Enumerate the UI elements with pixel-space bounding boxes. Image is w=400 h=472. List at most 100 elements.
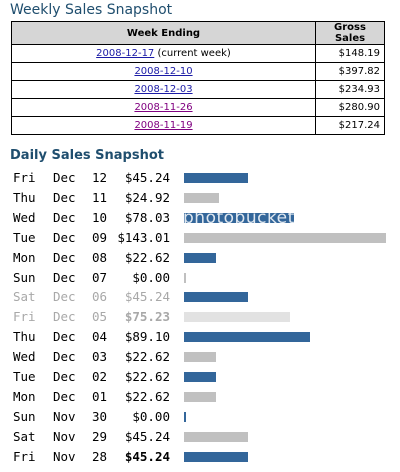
sales-bar <box>184 431 248 442</box>
day-number: 02 <box>92 369 108 384</box>
daily-amount: $22.62 <box>124 388 170 404</box>
day-number: 06 <box>92 289 108 305</box>
daily-sales-row: Sun Nov 30 $0.00 <box>0 407 400 427</box>
month: Dec <box>53 388 76 404</box>
daily-sales-row: Sat Dec 06 $45.24 <box>0 287 400 307</box>
daily-amount: $22.62 <box>124 349 170 365</box>
day-number: 30 <box>92 408 108 424</box>
daily-sales-title: Daily Sales Snapshot <box>10 148 164 163</box>
week-ending-link[interactable]: 2008-12-17 <box>96 48 155 59</box>
gross-sales-cell: $234.93 <box>315 80 385 99</box>
week-ending-cell: 2008-11-19 <box>11 116 316 135</box>
day-of-week: Fri <box>13 448 36 464</box>
day-of-week: Sun <box>13 269 36 285</box>
sales-bar <box>184 451 248 462</box>
daily-sales-row: Wed Dec 10 $78.03 <box>0 208 400 228</box>
day-number: 07 <box>92 269 108 285</box>
month: Nov <box>53 408 76 424</box>
daily-amount: $75.23 <box>124 309 170 325</box>
gross-sales-cell: $280.90 <box>315 98 385 117</box>
sales-bar <box>184 352 216 363</box>
daily-sales-row: Fri Dec 12 $45.24 <box>0 168 400 188</box>
month: Dec <box>53 269 76 285</box>
week-ending-link[interactable]: 2008-11-19 <box>134 120 193 131</box>
month: Nov <box>53 428 76 444</box>
day-of-week: Fri <box>13 309 36 325</box>
month: Dec <box>53 249 76 265</box>
daily-sales-row: Tue Dec 09 $143.01 <box>0 228 400 248</box>
day-of-week: Wed <box>13 209 36 225</box>
day-number: 05 <box>92 309 108 325</box>
week-note: (current week) <box>154 48 231 59</box>
daily-amount: $143.01 <box>117 229 170 245</box>
month: Dec <box>53 229 76 245</box>
daily-sales-row: Mon Dec 01 $22.62 <box>0 387 400 407</box>
daily-amount: $0.00 <box>132 269 170 285</box>
day-of-week: Tue <box>13 229 36 245</box>
daily-amount: $45.24 <box>124 428 170 444</box>
day-of-week: Mon <box>13 249 36 265</box>
gross-sales-cell: $217.24 <box>315 116 385 135</box>
daily-sales-row: Fri Dec 05 $75.23 <box>0 307 400 327</box>
daily-sales-row: Mon Dec 08 $22.62 <box>0 248 400 268</box>
day-of-week: Sun <box>13 408 36 424</box>
week-ending-link[interactable]: 2008-12-10 <box>134 66 193 77</box>
daily-amount: $24.92 <box>124 189 170 205</box>
weekly-table-row: 2008-12-10 $397.82 <box>11 62 385 81</box>
sales-bar <box>184 272 186 283</box>
month: Dec <box>53 349 76 365</box>
week-ending-link[interactable]: 2008-12-03 <box>134 84 193 95</box>
sales-bar <box>184 212 294 223</box>
month: Dec <box>53 309 76 325</box>
week-ending-cell: 2008-11-26 <box>11 98 316 117</box>
sales-bar <box>184 292 248 303</box>
sales-bar <box>184 411 186 422</box>
daily-amount: $45.24 <box>124 289 170 305</box>
day-number: 12 <box>92 170 108 185</box>
month: Dec <box>53 189 76 205</box>
day-of-week: Mon <box>13 388 36 404</box>
sales-bar <box>184 252 216 263</box>
day-of-week: Fri <box>13 170 36 185</box>
gross-sales-cell: $397.82 <box>315 62 385 81</box>
daily-sales-row: Thu Dec 11 $24.92 <box>0 188 400 208</box>
weekly-table-row: 2008-11-26 $280.90 <box>11 98 385 117</box>
daily-amount: $45.24 <box>124 170 170 185</box>
week-ending-link[interactable]: 2008-11-26 <box>134 102 193 113</box>
weekly-sales-title: Weekly Sales Snapshot <box>10 2 173 18</box>
day-of-week: Thu <box>13 329 36 345</box>
day-of-week: Sat <box>13 289 36 305</box>
week-ending-cell: 2008-12-17 (current week) <box>11 44 316 63</box>
weekly-table-row: 2008-12-03 $234.93 <box>11 80 385 99</box>
day-of-week: Thu <box>13 189 36 205</box>
daily-amount: $22.62 <box>124 249 170 265</box>
weekly-table-header-row: Week Ending Gross Sales <box>11 21 385 45</box>
day-number: 08 <box>92 249 108 265</box>
daily-amount: $0.00 <box>132 408 170 424</box>
daily-sales-row: Wed Dec 03 $22.62 <box>0 347 400 367</box>
month: Dec <box>53 209 76 225</box>
sales-bar <box>184 391 216 402</box>
week-ending-cell: 2008-12-10 <box>11 62 316 81</box>
month: Dec <box>53 369 76 384</box>
daily-amount: $78.03 <box>124 209 170 225</box>
day-number: 10 <box>92 209 108 225</box>
daily-sales-row: Fri Nov 28 $45.24 <box>0 447 400 467</box>
sales-bar <box>184 332 310 343</box>
daily-sales-row: Tue Dec 02 $22.62 <box>0 367 400 387</box>
day-of-week: Wed <box>13 349 36 365</box>
sales-bar <box>184 232 386 243</box>
weekly-table-row: 2008-12-17 (current week) $148.19 <box>11 44 385 63</box>
month: Dec <box>53 170 76 185</box>
day-number: 29 <box>92 428 108 444</box>
sales-bar <box>184 192 219 203</box>
weekly-table-row: 2008-11-19 $217.24 <box>11 116 385 135</box>
gross-sales-header: Gross Sales <box>315 21 385 45</box>
week-ending-cell: 2008-12-03 <box>11 80 316 99</box>
month: Dec <box>53 329 76 345</box>
day-number: 01 <box>92 388 108 404</box>
gross-sales-cell: $148.19 <box>315 44 385 63</box>
day-of-week: Sat <box>13 428 36 444</box>
daily-amount: $89.10 <box>124 329 170 345</box>
month: Nov <box>53 448 76 464</box>
